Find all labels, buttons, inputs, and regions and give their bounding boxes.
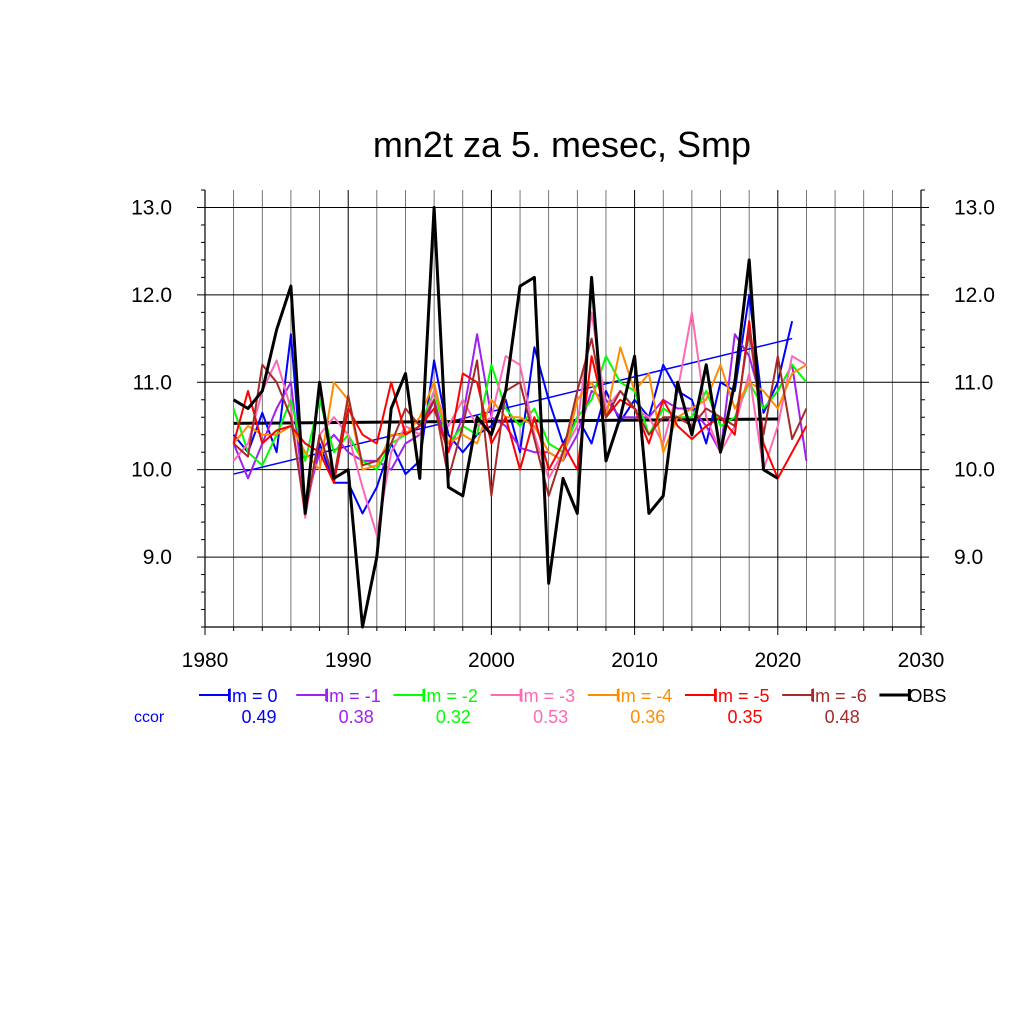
legend-label: lm = -3 bbox=[520, 686, 576, 706]
x-tick-label: 2000 bbox=[468, 649, 515, 672]
ccor-value: 0.36 bbox=[630, 707, 665, 727]
legend-label: lm = -1 bbox=[325, 686, 381, 706]
series-line-lm-6 bbox=[232, 328, 808, 515]
y-tick-label-right: 12.0 bbox=[954, 284, 995, 307]
legend-label: lm = -2 bbox=[422, 686, 478, 706]
y-tick-label-right: 10.0 bbox=[954, 459, 995, 482]
y-tick-label-left: 13.0 bbox=[131, 196, 172, 219]
legend-label: lm = 0 bbox=[228, 686, 278, 706]
x-tick-label: 2020 bbox=[754, 649, 801, 672]
x-tick-label: 2030 bbox=[898, 649, 945, 672]
series-line-lm-5 bbox=[232, 320, 808, 484]
y-tick-label-right: 9.0 bbox=[954, 546, 983, 569]
axes: 1980 1990 2000 2010 2020 2030 9.0 9.0 10.0 10.0 11… bbox=[131, 189, 995, 672]
x-tick-label: 2010 bbox=[611, 649, 658, 672]
chart-title: mn2t za 5. mesec, Smp bbox=[373, 124, 751, 165]
ccor-value: 0.38 bbox=[339, 707, 374, 727]
ccor-label: ccor bbox=[134, 709, 165, 726]
ccor-value: 0.35 bbox=[727, 707, 762, 727]
series-line-lm-3 bbox=[232, 311, 807, 537]
legend-label: lm = -6 bbox=[811, 686, 867, 706]
y-tick-label-right: 11.0 bbox=[954, 371, 993, 394]
legend-label: OBS bbox=[908, 686, 946, 706]
series-line-obs bbox=[232, 206, 779, 629]
series-lines bbox=[232, 206, 808, 629]
y-tick-label-left: 9.0 bbox=[143, 546, 172, 569]
x-tick-label: 1990 bbox=[325, 649, 372, 672]
ccor-value: 0.49 bbox=[241, 707, 276, 727]
x-tick-label: 1980 bbox=[182, 649, 229, 672]
y-tick-label-left: 10.0 bbox=[131, 459, 172, 482]
ccor-value: 0.32 bbox=[436, 707, 471, 727]
legend-label: lm = -4 bbox=[617, 686, 673, 706]
y-tick-label-right: 13.0 bbox=[954, 196, 995, 219]
series-line-lm-0 bbox=[232, 293, 794, 515]
y-tick-label-left: 12.0 bbox=[131, 284, 172, 307]
y-tick-label-left: 11.0 bbox=[133, 371, 172, 394]
ccor-value: 0.48 bbox=[825, 707, 860, 727]
legend-label: lm = -5 bbox=[714, 686, 770, 706]
ccor-value: 0.53 bbox=[533, 707, 568, 727]
